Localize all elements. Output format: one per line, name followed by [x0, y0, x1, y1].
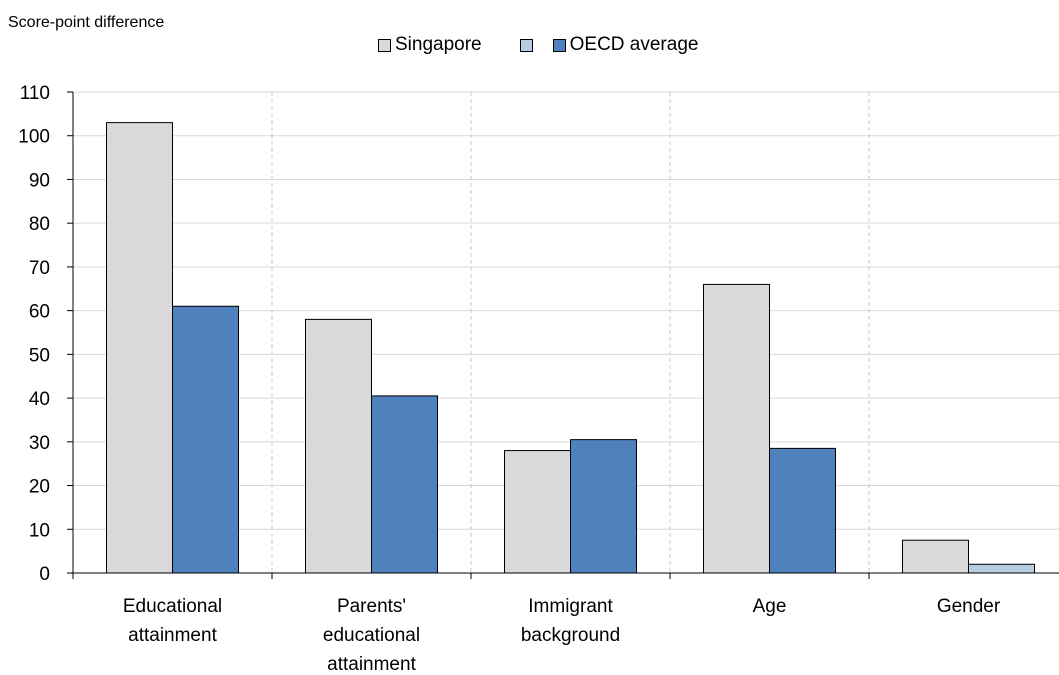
y-tick-label-30: 30	[29, 433, 50, 454]
y-tick-label-70: 70	[29, 258, 50, 279]
y-tick-label-20: 20	[29, 477, 50, 498]
x-tick-label-1-0: Parents'	[337, 596, 406, 617]
x-tick-label-1-2: attainment	[327, 654, 416, 675]
legend-item-singapore: Singapore	[378, 34, 482, 56]
legend-label-oecd-average: OECD average	[569, 34, 699, 55]
bar-oecd-average-2	[570, 439, 637, 574]
x-tick-label-4-0: Gender	[937, 596, 1001, 617]
bar-oecd-average-1	[371, 395, 438, 574]
legend: Singapore OECD average	[378, 34, 736, 56]
bar-oecd-average-3	[769, 447, 836, 574]
legend-item-oecd-average: OECD average	[519, 34, 699, 56]
x-tick-label-2-1: background	[521, 625, 620, 646]
bar-singapore-2	[504, 450, 571, 574]
x-tick-label-2-0: Immigrant	[528, 596, 613, 617]
x-tick-label-1-1: educational	[323, 625, 420, 646]
y-tick-label-50: 50	[29, 345, 50, 366]
legend-swatch-oecd	[552, 38, 566, 52]
x-tick-label-0-1: attainment	[128, 625, 217, 646]
bar-oecd-average-4	[968, 563, 1035, 574]
bar-singapore-3	[703, 283, 770, 574]
y-tick-label-60: 60	[29, 302, 50, 323]
x-tick-label-3-0: Age	[753, 596, 787, 617]
bar-singapore-1	[305, 318, 372, 574]
bar-singapore-4	[902, 539, 969, 574]
x-tick-label-0-0: Educational	[123, 596, 222, 617]
bar-oecd-average-0	[172, 305, 239, 574]
y-axis-title: Score-point difference	[8, 14, 165, 31]
y-tick-label-0: 0	[39, 564, 50, 585]
legend-swatch-oecd-light	[519, 38, 533, 52]
bar-singapore-0	[106, 122, 173, 574]
legend-swatch-singapore	[378, 38, 391, 52]
y-tick-label-80: 80	[29, 214, 50, 235]
y-tick-label-100: 100	[18, 127, 50, 148]
legend-label-singapore: Singapore	[395, 34, 482, 55]
y-tick-label-90: 90	[29, 170, 50, 191]
y-tick-label-40: 40	[29, 389, 50, 410]
y-tick-label-110: 110	[20, 83, 50, 104]
y-tick-label-10: 10	[29, 520, 50, 541]
